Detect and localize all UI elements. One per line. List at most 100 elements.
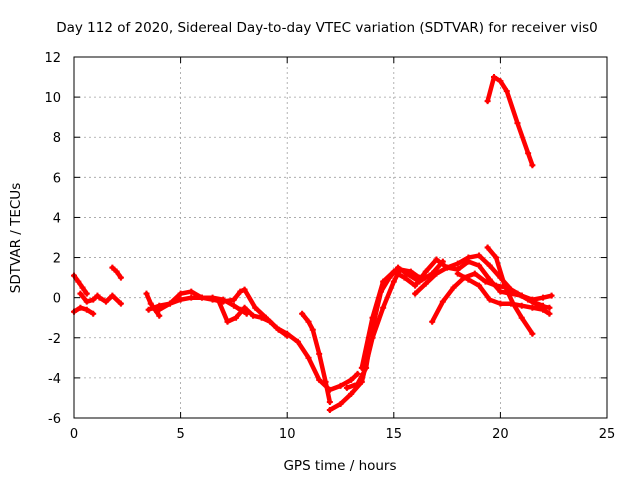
x-tick-label: 10: [279, 427, 296, 442]
data-point: [309, 326, 316, 333]
series-line: [78, 291, 100, 304]
x-tick-label: 15: [386, 427, 403, 442]
data-point: [439, 298, 446, 305]
data-point: [548, 292, 555, 299]
data-point: [316, 350, 323, 357]
y-axis-label: SDTVAR / TECUs: [8, 183, 24, 293]
series-line: [455, 271, 552, 316]
data-point: [395, 264, 402, 271]
data-point: [294, 338, 301, 345]
data-point: [209, 296, 216, 303]
data-point: [518, 302, 525, 309]
data-point: [491, 74, 498, 81]
data-point: [546, 310, 553, 317]
x-axis-label: GPS time / hours: [283, 458, 396, 474]
data-point: [147, 300, 154, 307]
data-point: [166, 300, 173, 307]
data-point: [79, 284, 86, 291]
y-tick-label: 2: [53, 252, 61, 267]
y-tick-label: 10: [44, 91, 61, 106]
data-point: [401, 274, 408, 281]
data-point: [275, 326, 282, 333]
data-point: [109, 292, 116, 299]
data-point: [224, 318, 231, 325]
data-point: [177, 296, 184, 303]
data-point: [198, 294, 205, 301]
series-line: [485, 245, 535, 337]
series-track-4: [96, 292, 124, 307]
data-point: [514, 120, 521, 127]
series-track-5: [109, 264, 124, 281]
data-point: [529, 162, 536, 169]
data-point: [380, 304, 387, 311]
data-point: [369, 314, 376, 321]
data-point: [497, 288, 504, 295]
data-point: [322, 378, 329, 385]
data-point: [237, 288, 244, 295]
data-point: [444, 264, 451, 271]
data-point: [215, 298, 222, 305]
data-point: [454, 270, 461, 277]
data-point: [83, 306, 90, 313]
y-tick-label: 12: [44, 51, 61, 66]
y-tick-label: -6: [48, 412, 61, 427]
y-tick-label: -2: [48, 332, 61, 347]
data-point: [90, 296, 97, 303]
data-point: [102, 298, 109, 305]
data-point: [258, 314, 265, 321]
data-point: [546, 304, 553, 311]
data-point: [429, 318, 436, 325]
series-track-16: [454, 270, 553, 317]
series-track-2: [71, 304, 97, 317]
y-tick-label: 6: [53, 171, 61, 186]
y-tick-label: 4: [53, 211, 61, 226]
data-point: [454, 260, 461, 267]
data-point: [510, 300, 517, 307]
data-point: [337, 382, 344, 389]
y-tick-label: 8: [53, 131, 61, 146]
data-point: [540, 306, 547, 313]
chart-title: Day 112 of 2020, Sidereal Day-to-day VTE…: [56, 20, 598, 36]
data-point: [305, 318, 312, 325]
data-point: [188, 288, 195, 295]
data-point: [113, 268, 120, 275]
series-track-1: [71, 272, 90, 297]
y-tick-label: -4: [48, 372, 61, 387]
series-line: [97, 293, 124, 306]
data-point: [156, 306, 163, 313]
data-point: [525, 296, 532, 303]
data-point: [241, 286, 248, 293]
data-point: [109, 264, 116, 271]
data-point: [117, 300, 124, 307]
data-point: [476, 262, 483, 269]
x-tick-label: 5: [176, 427, 184, 442]
data-point: [75, 278, 82, 285]
series-line: [299, 311, 333, 405]
grid: [74, 57, 607, 418]
series-line: [327, 267, 422, 413]
data-point: [518, 314, 525, 321]
data-point: [390, 278, 397, 285]
data-point: [503, 88, 510, 95]
data-point: [230, 296, 237, 303]
data-point: [117, 274, 124, 281]
data-point: [412, 282, 419, 289]
data-point: [486, 262, 493, 269]
data-point: [529, 330, 536, 337]
data-point: [514, 290, 521, 297]
data-point: [471, 270, 478, 277]
axis-ticks: 0 5 10 15 20 25 -6 -4 -2 0 2 4 6 8 10 12: [44, 51, 615, 442]
data-point: [450, 284, 457, 291]
data-point: [390, 268, 397, 275]
data-point: [177, 290, 184, 297]
series-line: [71, 305, 96, 316]
series-track-11: [326, 266, 423, 413]
data-point: [230, 302, 237, 309]
data-point: [380, 278, 387, 285]
data-point: [422, 280, 429, 287]
data-point: [77, 290, 84, 297]
data-point: [90, 310, 97, 317]
data-point: [433, 270, 440, 277]
data-point: [407, 268, 414, 275]
data-point: [358, 364, 365, 371]
